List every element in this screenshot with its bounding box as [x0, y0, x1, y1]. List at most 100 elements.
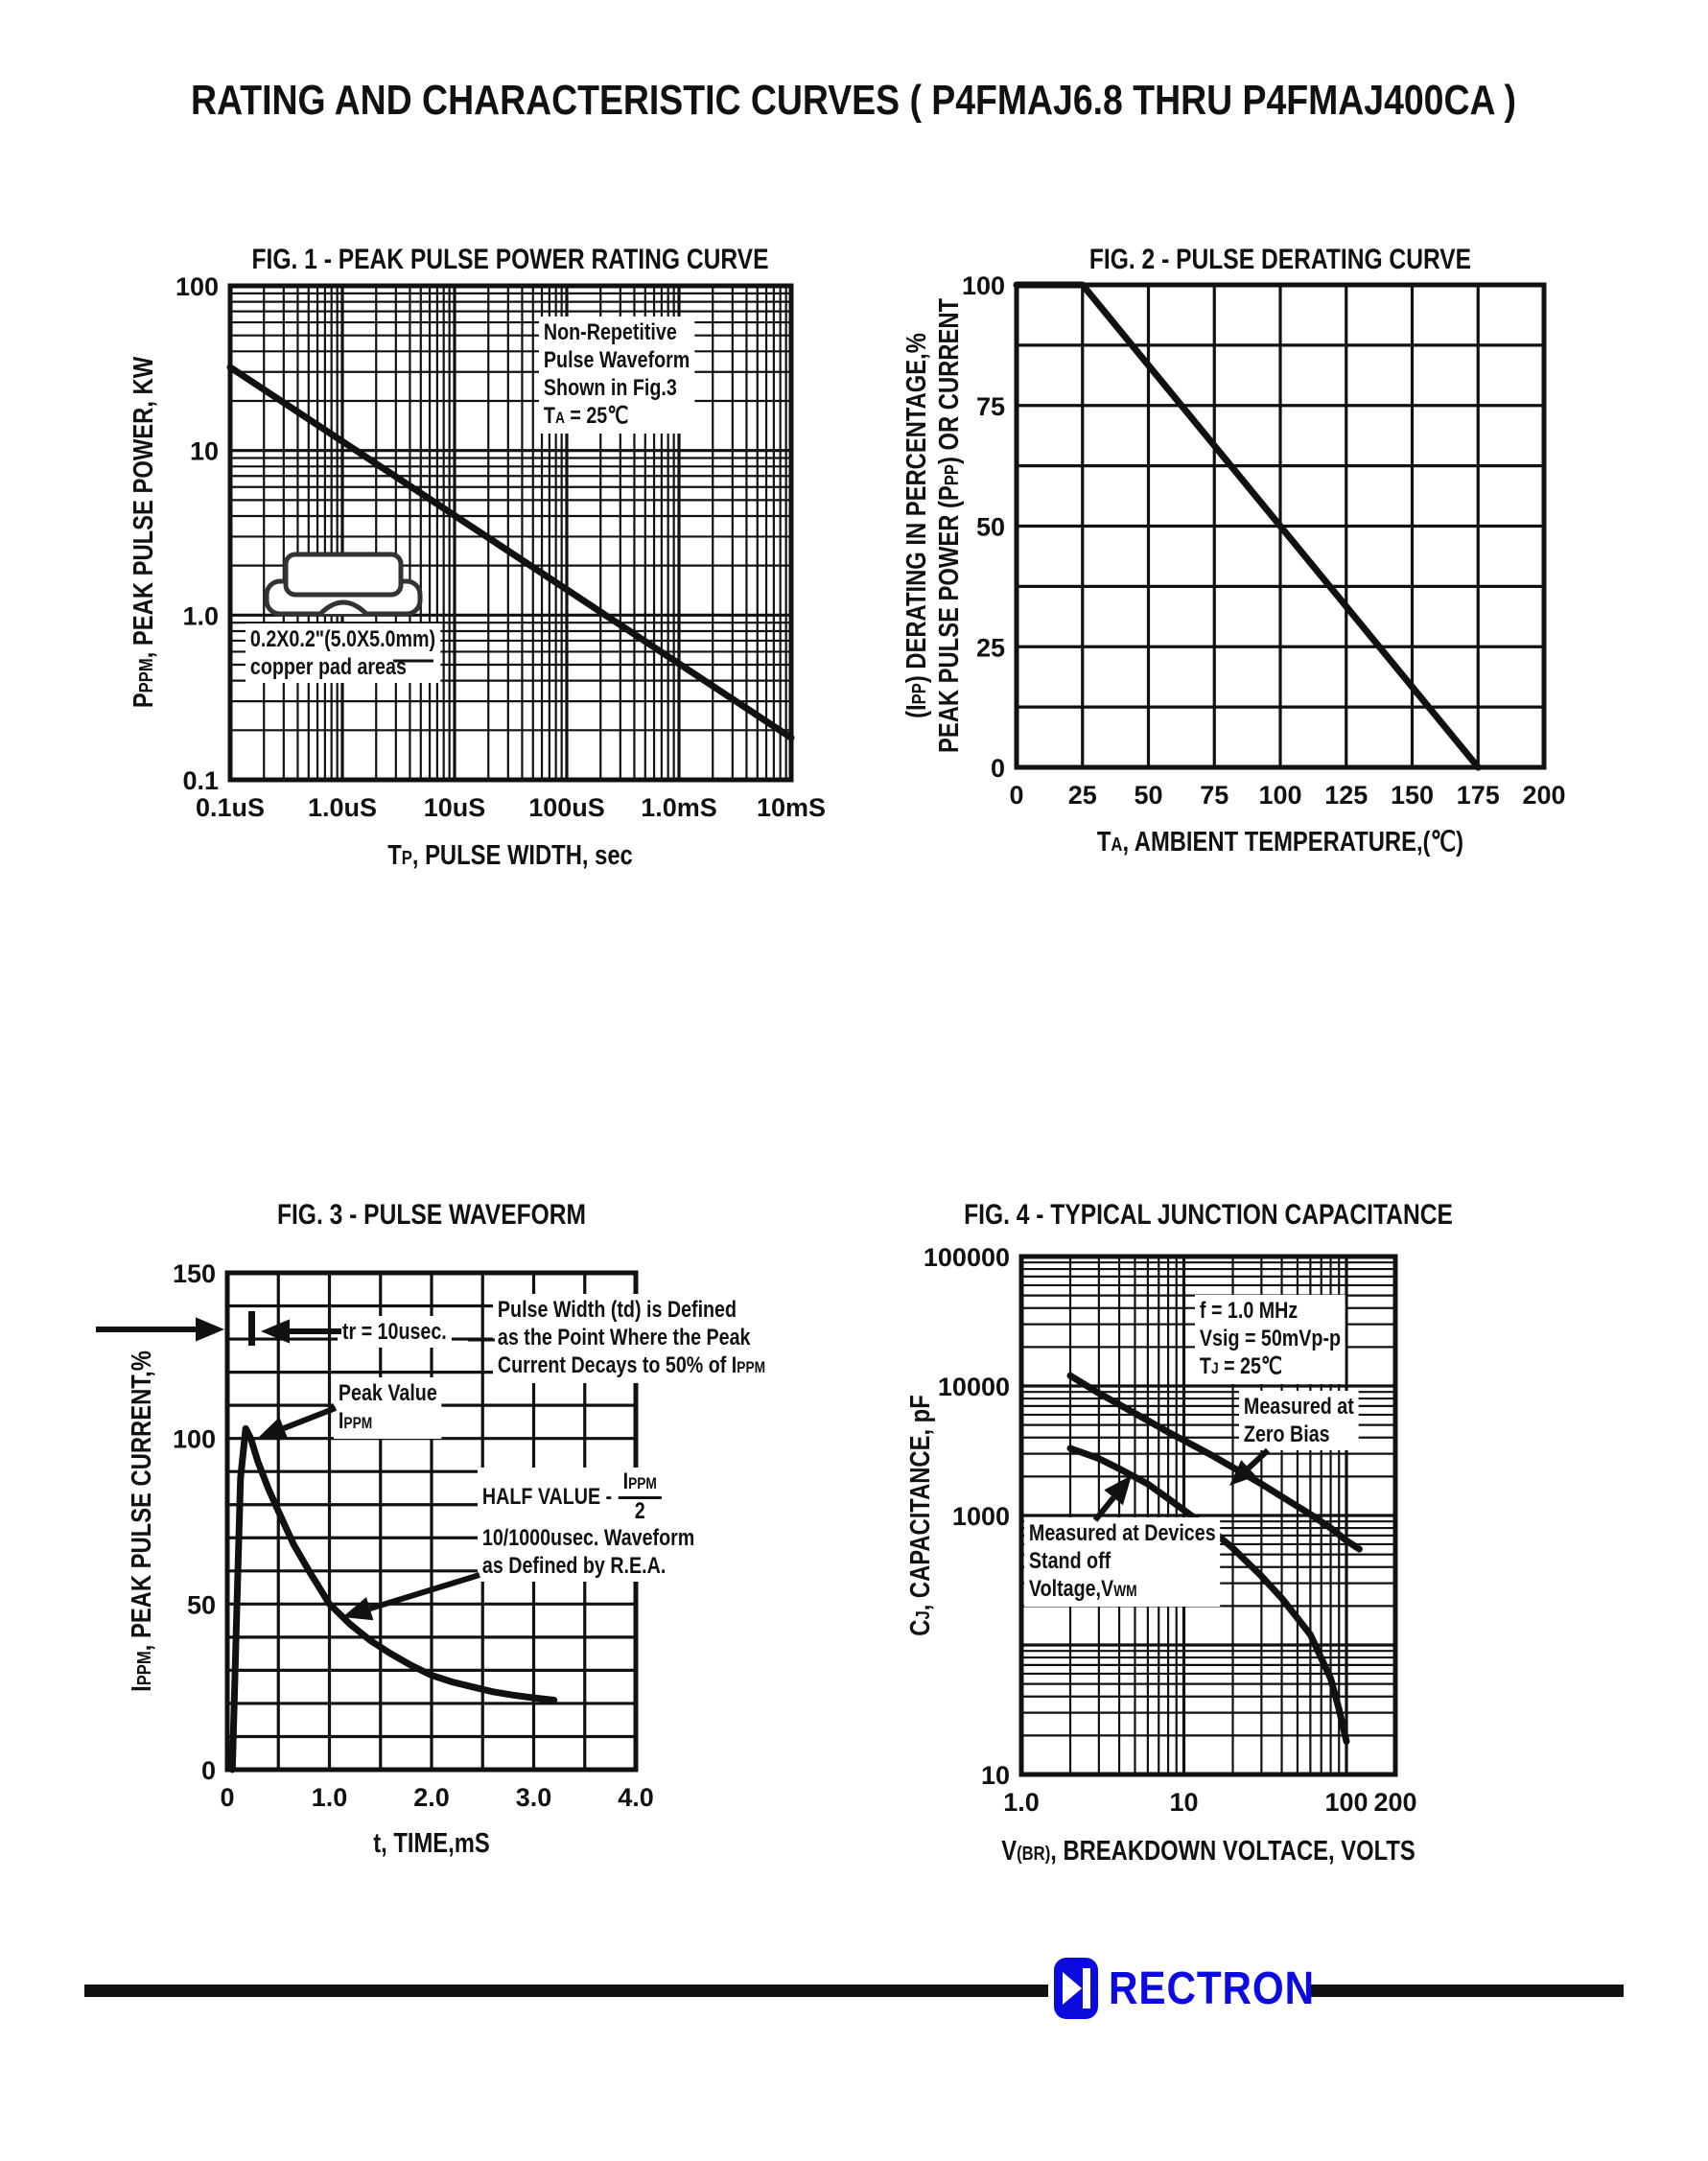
plot-border: [1014, 282, 1547, 770]
svg-text:200: 200: [1373, 1788, 1416, 1817]
svg-text:100: 100: [173, 1425, 216, 1454]
fig3-tr-tick-bar: [248, 1311, 255, 1346]
series-measured-at-zero-bias: [1066, 1372, 1363, 1553]
fig4-standoff-pointer-arrow: [1092, 1475, 1132, 1522]
svg-text:1.0: 1.0: [1003, 1788, 1040, 1817]
series-derating-percentage-vs-ambient-temperature: [1013, 281, 1482, 771]
fig4-x-axis-label: V(BR), BREAKDOWN VOLTACE, VOLTS: [1001, 1836, 1416, 1867]
fig2-y-axis-label-line2: PEAK PULSE POWER (PPP) OR CURRENT: [934, 297, 965, 754]
fig3-left-entry-arrow: [96, 1317, 224, 1342]
fig4-y-axis-label: CJ, CAPACITANCE, pF: [905, 1395, 936, 1636]
fig3-tr-note: tr = 10usec.: [338, 1316, 452, 1348]
series-curves: [226, 364, 795, 741]
svg-text:0: 0: [991, 754, 1005, 783]
fig4-standoff-note: Measured at Devices Stand off Voltage,VW…: [1024, 1517, 1221, 1607]
grid-major: [1017, 285, 1544, 767]
fig3-pulse-width-note: Pulse Width (td) is Defined as the Point…: [493, 1294, 771, 1383]
grid-minor: [230, 286, 791, 780]
fig2-pulse-derating-chart: 0 25 50 75 100 125 150 175 200 100 75 50 25 0: [962, 271, 1566, 810]
fig2-y-axis-label-line1: (IPP) DERATING IN PERCENTAGE,%: [901, 333, 932, 718]
svg-text:0.1: 0.1: [182, 766, 219, 795]
svg-text:2.0: 2.0: [413, 1783, 450, 1812]
plot-border: [1018, 1254, 1398, 1777]
svg-text:100000: 100000: [924, 1243, 1010, 1272]
x-tick-labels: 1.0 10 100 200: [1003, 1788, 1416, 1817]
svg-text:10: 10: [1169, 1788, 1198, 1817]
fig1-title: FIG. 1 - PEAK PULSE POWER RATING CURVE: [251, 244, 769, 275]
fig4-zero-bias-note: Measured at Zero Bias: [1239, 1391, 1359, 1450]
page-title: RATING AND CHARACTERISTIC CURVES ( P4FMA…: [191, 77, 1516, 124]
series-curves: [1013, 281, 1482, 771]
x-tick-labels: 0 1.0 2.0 3.0 4.0: [220, 1783, 653, 1812]
y-tick-labels: 100 75 50 25 0: [962, 271, 1005, 783]
svg-text:0: 0: [1009, 781, 1023, 810]
series-measured-at-devices-stand-off-voltage-vwm: [1066, 1445, 1350, 1745]
fig4-title: FIG. 4 - TYPICAL JUNCTION CAPACITANCE: [964, 1199, 1453, 1231]
svg-text:1.0mS: 1.0mS: [641, 793, 717, 822]
fig3-half-value-note: HALF VALUE - IPPM 2 10/1000usec. Wavefor…: [478, 1468, 700, 1582]
annotation-arrows: [96, 659, 1271, 1621]
plot-border: [227, 283, 794, 783]
fig1-peak-pulse-power-chart: 0.1uS 1.0uS 10uS 100uS 1.0mS 10mS 100 10 1.0 0.1: [175, 272, 826, 822]
svg-text:1.0: 1.0: [312, 1783, 348, 1812]
fig3-title: FIG. 3 - PULSE WAVEFORM: [276, 1199, 587, 1231]
x-tick-labels: 0 25 50 75 100 125 150 175 200: [1009, 781, 1565, 810]
svg-text:50: 50: [187, 1590, 216, 1619]
svg-text:1000: 1000: [952, 1502, 1010, 1531]
svg-text:100: 100: [1258, 781, 1301, 810]
x-tick-labels: 0.1uS 1.0uS 10uS 100uS 1.0mS 10mS: [196, 793, 826, 822]
series-curves: [228, 1424, 558, 1773]
fig3-half-value-pointer-arrow: [342, 1572, 480, 1621]
fig3-x-axis-label: t, TIME,mS: [373, 1828, 490, 1859]
svg-text:50: 50: [976, 513, 1005, 542]
brand-logo-text: RECTRON: [1109, 1963, 1316, 2014]
svg-text:10000: 10000: [938, 1373, 1010, 1401]
fig1-copper-pad-note: 0.2X0.2"(5.0X5.0mm) copper pad areas: [246, 623, 440, 683]
svg-text:50: 50: [1134, 781, 1162, 810]
footer-rule-left: [84, 1985, 1048, 1997]
smd-package-outline-icon: [264, 552, 423, 617]
y-tick-labels: 150 100 50 0: [173, 1259, 216, 1785]
footer-rule-right: [1311, 1985, 1624, 1997]
half-value-fraction: IPPM 2: [618, 1469, 662, 1524]
svg-text:10mS: 10mS: [757, 793, 826, 822]
y-tick-labels: 100 10 1.0 0.1: [175, 272, 219, 795]
svg-text:200: 200: [1522, 781, 1565, 810]
fig4-conditions-note: f = 1.0 MHz Vsig = 50mVp-p TJ = 25℃: [1195, 1295, 1345, 1384]
svg-text:125: 125: [1324, 781, 1368, 810]
series-peak-pulse-power-vs-pulse-width: [226, 364, 795, 741]
fig3-tr-pointer-arrow: [261, 1319, 341, 1344]
fig2-x-axis-label: TA, AMBIENT TEMPERATURE,(℃): [1096, 827, 1464, 857]
svg-text:100uS: 100uS: [528, 793, 605, 822]
fig2-title: FIG. 2 - PULSE DERATING CURVE: [1088, 244, 1472, 275]
svg-text:150: 150: [173, 1259, 216, 1288]
y-tick-labels: 100000 10000 1000 10: [924, 1243, 1010, 1790]
svg-text:1.0: 1.0: [182, 601, 219, 630]
fig1-y-axis-label: PPPM, PEAK PULSE POWER, KW: [129, 356, 159, 709]
svg-text:10uS: 10uS: [424, 793, 486, 822]
svg-text:150: 150: [1391, 781, 1434, 810]
svg-text:175: 175: [1457, 781, 1500, 810]
fig3-peak-value-note: Peak Value IPPM: [334, 1377, 442, 1439]
fig3-peak-pointer-arrow: [257, 1405, 338, 1440]
svg-text:75: 75: [1200, 781, 1228, 810]
svg-text:3.0: 3.0: [516, 1783, 552, 1812]
svg-text:75: 75: [976, 392, 1005, 421]
svg-text:100: 100: [962, 271, 1005, 300]
svg-text:100: 100: [1324, 1788, 1368, 1817]
svg-text:25: 25: [1068, 781, 1097, 810]
fig1-x-axis-label: TP, PULSE WIDTH, sec: [387, 840, 633, 871]
svg-text:100: 100: [175, 272, 219, 301]
svg-text:0: 0: [201, 1756, 216, 1785]
diode-symbol-icon: [1054, 1958, 1098, 2019]
svg-text:4.0: 4.0: [618, 1783, 654, 1812]
fig1-conditions-note: Non-Repetitive Pulse Waveform Shown in F…: [539, 317, 695, 434]
svg-text:25: 25: [976, 633, 1005, 662]
fig2-y-axis-label: (IPP) DERATING IN PERCENTAGE,% PEAK PULS…: [901, 297, 968, 754]
series-curves: [1066, 1372, 1363, 1745]
fig4-zero-bias-pointer-arrow: [1229, 1447, 1271, 1486]
half-value-prefix: HALF VALUE -: [481, 1484, 613, 1510]
fig3-y-axis-label: IPPM, PEAK PULSE CURRENT,%: [127, 1351, 157, 1692]
